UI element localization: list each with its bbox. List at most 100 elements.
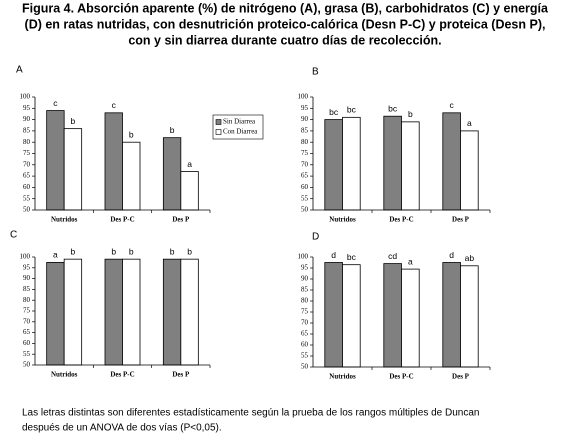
legend-label: Sin Diarrea xyxy=(223,118,256,126)
legend-swatch xyxy=(215,119,222,125)
y-tick-label: 85 xyxy=(301,127,309,135)
significance-label: b xyxy=(71,116,76,126)
significance-label: b xyxy=(71,246,76,256)
y-tick-label: 95 xyxy=(23,263,31,271)
significance-label: a xyxy=(53,250,58,260)
y-tick-label: 60 xyxy=(23,183,31,191)
y-tick-label: 95 xyxy=(23,104,31,112)
y-tick-label: 100 xyxy=(20,253,31,261)
y-tick-label: 60 xyxy=(301,183,309,191)
x-tick-label: Nutridos xyxy=(329,216,356,224)
x-tick-label: Nutridos xyxy=(51,216,78,224)
bar xyxy=(46,261,65,366)
significance-label: c xyxy=(112,100,117,110)
panel-label: D xyxy=(312,232,319,243)
y-tick-label: 55 xyxy=(301,352,309,360)
y-tick-label: 65 xyxy=(301,172,309,180)
x-tick-label: Des P-C xyxy=(110,216,134,224)
y-tick-label: 100 xyxy=(298,253,309,261)
bar xyxy=(401,268,420,368)
y-tick-label: 85 xyxy=(23,285,31,293)
bar xyxy=(324,119,343,211)
significance-label: ab xyxy=(465,253,475,263)
significance-label: a xyxy=(408,256,413,266)
panel-label: B xyxy=(312,67,319,78)
significance-label: bc xyxy=(347,252,357,262)
significance-label: d xyxy=(331,250,336,260)
x-tick-label: Des P xyxy=(172,371,190,379)
y-tick-label: 70 xyxy=(301,160,309,168)
y-tick-label: 50 xyxy=(301,206,309,214)
bar xyxy=(342,264,361,368)
y-tick-label: 75 xyxy=(23,149,31,157)
significance-label: b xyxy=(408,109,413,119)
significance-label: d xyxy=(449,250,454,260)
significance-label: c xyxy=(450,100,455,110)
significance-label: a xyxy=(187,159,192,169)
panel-label: C xyxy=(10,230,17,241)
bar xyxy=(63,258,83,366)
significance-label: b xyxy=(111,246,116,256)
significance-label: bc xyxy=(388,103,398,113)
y-tick-label: 65 xyxy=(23,172,31,180)
significance-label: c xyxy=(53,98,58,108)
y-tick-label: 65 xyxy=(301,330,309,338)
bar xyxy=(324,262,343,368)
x-tick-label: Des P xyxy=(452,373,470,381)
y-tick-label: 50 xyxy=(23,361,31,369)
significance-label: a xyxy=(467,118,472,128)
bar xyxy=(46,110,65,211)
significance-label: b xyxy=(170,125,175,135)
bar xyxy=(180,171,199,211)
bar xyxy=(104,258,123,366)
bar xyxy=(104,112,123,211)
bar xyxy=(63,128,83,211)
y-tick-label: 95 xyxy=(301,264,309,272)
y-tick-label: 90 xyxy=(23,115,31,123)
bar xyxy=(122,258,141,366)
bar xyxy=(162,137,182,211)
x-tick-label: Nutridos xyxy=(329,373,356,381)
y-tick-label: 65 xyxy=(23,328,31,336)
bar xyxy=(401,121,420,211)
y-tick-label: 60 xyxy=(301,341,309,349)
y-tick-label: 70 xyxy=(301,319,309,327)
bar xyxy=(442,262,461,368)
bar xyxy=(460,265,479,368)
y-tick-label: 80 xyxy=(301,138,309,146)
legend-box xyxy=(212,114,264,140)
y-tick-label: 90 xyxy=(301,275,309,283)
y-tick-label: 75 xyxy=(23,307,31,315)
figure-title: con y sin diarrea durante cuatro días de… xyxy=(128,33,441,47)
y-tick-label: 70 xyxy=(23,160,31,168)
significance-label: b xyxy=(170,246,175,256)
y-tick-label: 55 xyxy=(23,194,31,202)
y-tick-label: 55 xyxy=(301,194,309,202)
legend-swatch xyxy=(215,129,222,135)
bar xyxy=(342,116,361,211)
y-tick-label: 70 xyxy=(23,317,31,325)
y-tick-label: 55 xyxy=(23,350,31,358)
significance-label: b xyxy=(129,246,134,256)
bar xyxy=(383,115,402,211)
y-tick-label: 100 xyxy=(298,93,309,101)
y-tick-label: 85 xyxy=(23,127,31,135)
x-tick-label: Nutridos xyxy=(51,371,78,379)
y-tick-label: 80 xyxy=(23,138,31,146)
significance-label: bc xyxy=(329,107,339,117)
bar xyxy=(442,112,461,211)
y-tick-label: 80 xyxy=(301,297,309,305)
x-tick-label: Des P xyxy=(452,216,470,224)
x-tick-label: Des P-C xyxy=(110,371,134,379)
significance-label: b xyxy=(187,246,192,256)
x-tick-label: Des P xyxy=(172,216,190,224)
x-tick-label: Des P-C xyxy=(389,216,413,224)
significance-label: cd xyxy=(388,251,397,261)
y-tick-label: 100 xyxy=(20,93,31,101)
y-tick-label: 50 xyxy=(23,206,31,214)
figure-title: (D) en ratas nutridas, con desnutrición … xyxy=(25,17,546,31)
y-tick-label: 80 xyxy=(23,296,31,304)
y-tick-label: 90 xyxy=(23,274,31,282)
figure-title: Figura 4. Absorción aparente (%) de nitr… xyxy=(22,1,549,15)
